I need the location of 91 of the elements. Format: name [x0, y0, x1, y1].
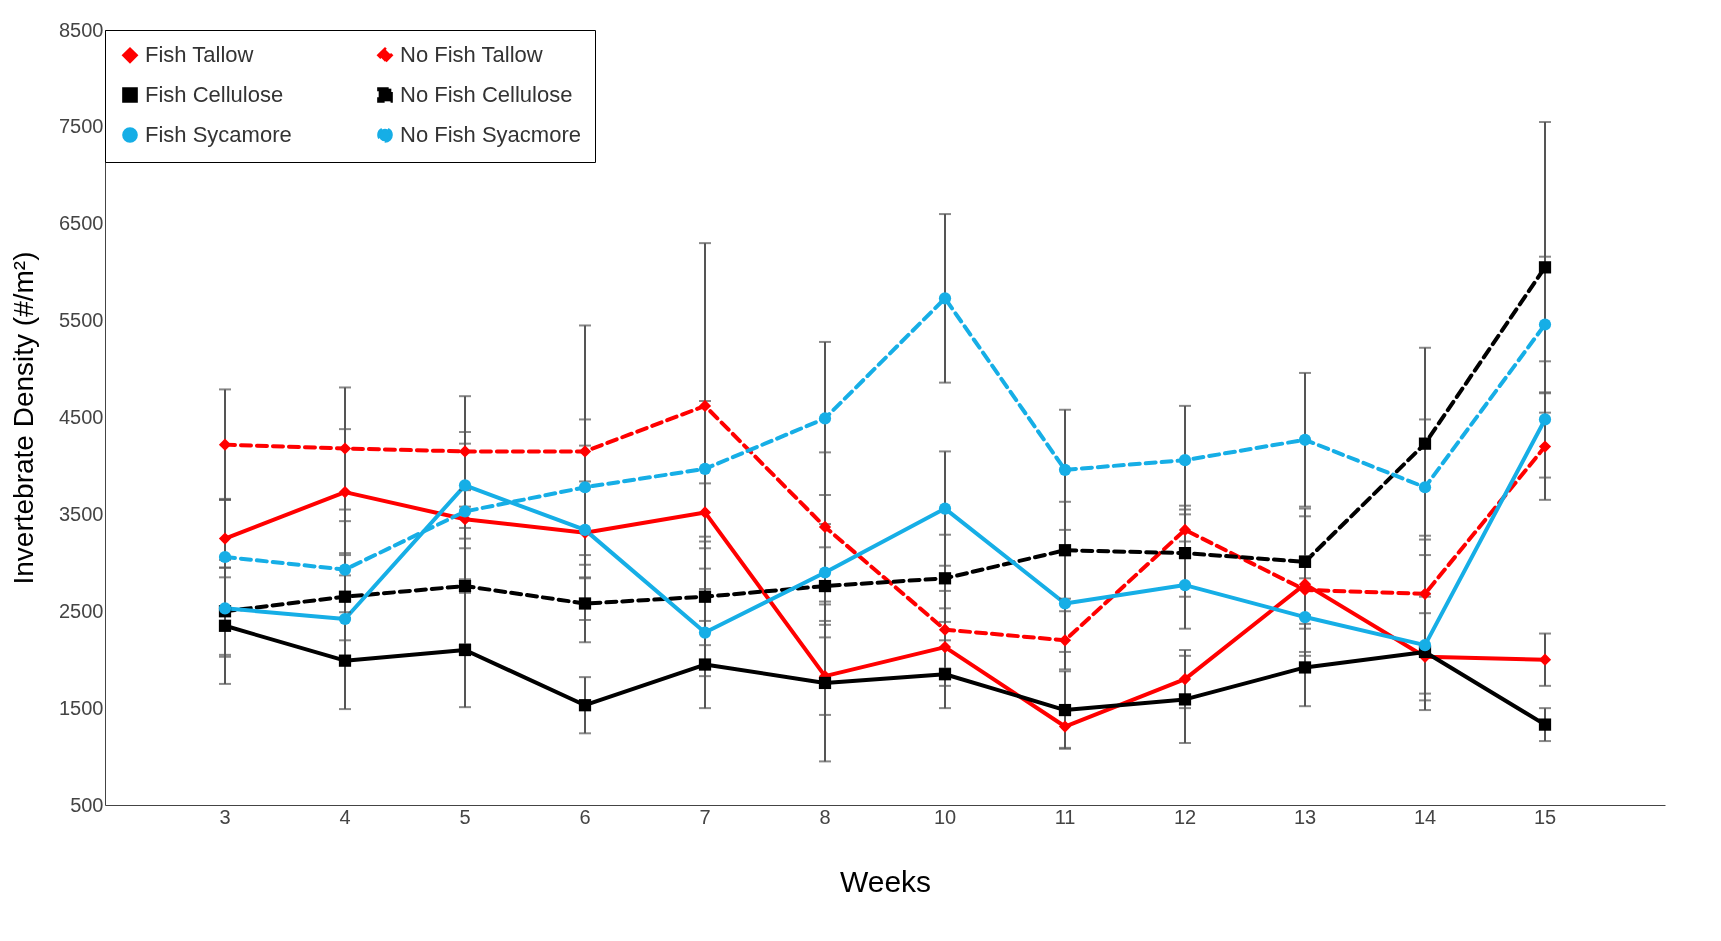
x-tick-label: 15 [1533, 805, 1557, 828]
point [698, 626, 712, 639]
point [1538, 413, 1552, 426]
point [1058, 703, 1072, 717]
x-tick-label: 8 [819, 805, 831, 828]
point [698, 399, 712, 412]
point [578, 597, 592, 610]
point [1298, 661, 1312, 674]
point [698, 506, 712, 519]
point [1178, 672, 1192, 686]
y-tick-label: 2500 [59, 599, 104, 622]
point [458, 505, 472, 518]
y-tick-label: 8500 [59, 18, 104, 41]
point [1178, 454, 1192, 467]
point [338, 612, 352, 626]
point [338, 485, 352, 499]
legend-label: Fish Sycamore [145, 122, 292, 147]
legend-label: No Fish Syacmore [400, 122, 581, 147]
point [1058, 634, 1072, 647]
point [1058, 463, 1072, 476]
y-tick-label: 7500 [59, 115, 104, 138]
legend-label: No Fish Cellulose [400, 82, 573, 107]
x-axis-title: Weeks [839, 864, 932, 898]
y-tick-label: 5500 [59, 309, 104, 332]
point [338, 563, 352, 576]
point [818, 676, 832, 690]
point [698, 462, 712, 475]
point [1538, 261, 1552, 274]
point [818, 412, 832, 425]
point [1418, 639, 1432, 652]
point [218, 550, 232, 564]
point [1178, 693, 1192, 706]
point [938, 502, 952, 515]
point [1298, 610, 1312, 624]
point [218, 532, 232, 545]
point [338, 654, 352, 667]
point [338, 590, 352, 603]
point [458, 643, 472, 657]
point [938, 292, 952, 305]
point [1178, 523, 1192, 536]
point [818, 579, 832, 593]
y-tick-label: 3500 [59, 502, 104, 525]
point [938, 572, 952, 585]
y-axis-title: Invertebrate Density (#/m²) [8, 251, 40, 585]
x-tick-label: 14 [1413, 805, 1437, 828]
point [1178, 578, 1192, 592]
point [698, 590, 712, 603]
point [698, 658, 712, 671]
x-tick-label: 10 [933, 805, 957, 828]
point [218, 619, 232, 632]
point [938, 623, 952, 636]
point [1058, 597, 1072, 610]
point [1058, 720, 1072, 733]
point [218, 438, 232, 451]
point [578, 481, 592, 494]
legend-label: Fish Cellulose [145, 82, 284, 107]
point [1298, 555, 1312, 568]
point [1418, 437, 1432, 450]
x-tick-label: 6 [579, 805, 591, 828]
x-tick-label: 12 [1173, 805, 1197, 828]
point [1058, 544, 1072, 557]
y-tick-label: 4500 [59, 406, 104, 428]
y-tick-label: 6500 [59, 212, 104, 235]
point [458, 579, 472, 593]
legend-label: No Fish Tallow [400, 42, 543, 68]
legend-label: Fish Tallow [145, 42, 254, 68]
point [1538, 653, 1552, 666]
x-tick-label: 11 [1054, 805, 1076, 828]
point [1538, 718, 1552, 731]
x-tick-label: 7 [699, 805, 711, 828]
point [1298, 433, 1312, 446]
point [818, 520, 832, 534]
point [1418, 481, 1432, 494]
point [938, 668, 952, 681]
point [1538, 318, 1552, 331]
x-tick-label: 3 [219, 805, 231, 828]
point [458, 445, 472, 458]
point [458, 479, 472, 492]
y-tick-label: 1500 [59, 696, 104, 719]
point [818, 566, 832, 579]
point [578, 445, 592, 458]
point [1178, 547, 1192, 560]
x-tick-label: 5 [459, 805, 471, 828]
y-tick-label: 500 [70, 793, 104, 816]
point [338, 442, 352, 455]
x-tick-label: 4 [339, 805, 351, 828]
x-tick-label: 13 [1293, 805, 1317, 828]
point [1418, 587, 1432, 600]
point [1538, 440, 1552, 453]
point [578, 699, 592, 712]
point [938, 640, 952, 654]
